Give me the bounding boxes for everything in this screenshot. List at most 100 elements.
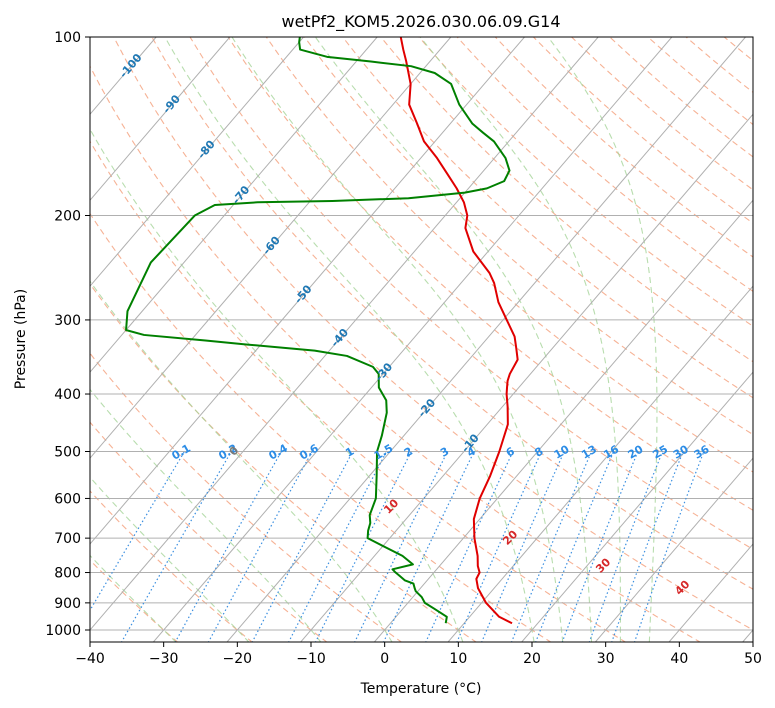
x-tick-label: 0 [380, 651, 389, 667]
isotherm-line [521, 371, 753, 642]
dry-adiabat-line [762, 37, 775, 643]
plot-frame [89, 36, 754, 643]
mixing-ratio-line [314, 451, 412, 642]
dry-adiabat-line [418, 37, 753, 327]
isotherm-line [90, 37, 525, 545]
x-tick-label: 30 [597, 651, 615, 667]
mixing-ratio-line [535, 451, 615, 642]
mixing-ratio-label: 36 [692, 443, 712, 462]
mixing-ratio-line [207, 451, 313, 642]
mixing-ratio-line [561, 451, 639, 642]
isotherm-line [374, 199, 753, 642]
isotherm-line [90, 37, 304, 287]
isotherm-line [595, 457, 753, 642]
mixing-ratio-line [588, 451, 664, 642]
chart-title: wetPf2_KOM5.2026.030.06.09.G14 [281, 12, 560, 32]
x-tick-label: −40 [75, 651, 105, 667]
profiles [125, 37, 519, 625]
line-labels: -100-90-80-70-60-50-40-30-20-100.1 0.2 0.4… [117, 51, 712, 598]
mixing-ratio-label: 1 [343, 445, 356, 460]
y-tick-label: 700 [54, 531, 81, 547]
dry-adiabat-line [90, 283, 477, 642]
dry-adiabat-line [189, 37, 753, 550]
moist-adiabat-line [164, 37, 535, 642]
x-tick-label: 10 [449, 651, 467, 667]
mixing-ratio-line [120, 451, 232, 642]
dry-adiabat-line [533, 37, 753, 224]
x-tick-label: 20 [523, 651, 541, 667]
mixing-ratio-label: 16 [601, 443, 621, 462]
moist-adiabat-label: 10 [381, 496, 401, 516]
dry-adiabat-line [723, 37, 753, 62]
isotherm-line [300, 113, 753, 642]
y-tick-label: 300 [54, 313, 81, 329]
mixing-ratio-label: 10 [552, 443, 572, 462]
mixing-ratio-line [425, 451, 514, 642]
mixing-ratio-line [456, 451, 543, 642]
dry-adiabat-line [685, 37, 753, 93]
moist-adiabat-line [231, 37, 564, 642]
mixing-ratio-label: 1.5 [372, 442, 395, 463]
mixing-ratio-line [288, 451, 388, 642]
x-axis-label: Temperature (°C) [360, 681, 482, 697]
isotherm-line [153, 37, 673, 642]
dry-adiabat-line [151, 37, 753, 590]
isotherm-line [226, 37, 746, 642]
mixing-ratio-label: 4 [465, 444, 478, 459]
mixing-ratio-line [481, 451, 565, 642]
x-tick-label: 40 [670, 651, 688, 667]
y-tick-label: 1000 [45, 623, 81, 639]
mixing-ratio-label: 2 [402, 445, 415, 460]
y-tick-label: 500 [54, 444, 81, 460]
mixing-ratio-label: 13 [579, 443, 599, 462]
mixing-ratio-line [383, 451, 475, 642]
mixing-ratio-line [251, 451, 354, 642]
moist-adiabat-label: 20 [500, 528, 520, 548]
dry-adiabat-line [304, 37, 753, 436]
dewpoint-profile-line [125, 37, 511, 624]
y-tick-label: 100 [54, 30, 81, 46]
y-tick-label: 200 [54, 209, 81, 225]
isotherm-line [447, 285, 753, 642]
isotherm-line [0, 37, 9, 642]
y-axis-label: Pressure (hPa) [13, 289, 29, 389]
mixing-ratio-label: 0.1 [169, 442, 192, 463]
y-tick-label: 800 [54, 566, 81, 582]
dry-adiabat-line [90, 559, 179, 642]
mixing-ratio-label: 8 [532, 445, 545, 460]
dry-adiabat-line [227, 37, 753, 511]
moist-adiabat-line [90, 476, 250, 642]
dry-adiabat-line [90, 65, 702, 642]
moist-adiabat-line [90, 388, 322, 642]
x-tick-label: 50 [744, 651, 762, 667]
dry-adiabat-line [380, 37, 753, 363]
x-tick-label: −20 [223, 651, 253, 667]
axes-ticks: −40 −30 −20 −10 0 10 20 30 40 50 1000 900 800 700 600 5… [45, 30, 762, 667]
moist-adiabat-line [90, 128, 464, 642]
isotherm-line [90, 37, 599, 631]
y-tick-label: 900 [54, 596, 81, 612]
dry-adiabat-line [609, 37, 753, 158]
dry-adiabat-line [342, 37, 753, 399]
mixing-ratio-line [611, 451, 684, 642]
dry-adiabat-line [90, 490, 253, 642]
mixing-ratio-label: 25 [650, 443, 670, 462]
mixing-ratio-label: 30 [671, 443, 691, 462]
dry-adiabat-line [90, 140, 627, 642]
moist-adiabat-label: 40 [672, 578, 692, 598]
x-tick-label: −10 [296, 651, 326, 667]
mixing-ratio-label: 20 [626, 443, 646, 462]
mixing-ratio-line [90, 451, 186, 612]
dry-adiabat-line [494, 37, 753, 258]
moist-adiabat-line [419, 37, 621, 642]
background-lines [0, 37, 775, 643]
y-tick-label: 400 [54, 387, 81, 403]
mixing-ratio-line [510, 451, 593, 642]
isotherm-line [90, 37, 231, 201]
temperature-profile-line [399, 37, 519, 625]
isotherm-line [90, 37, 378, 373]
mixing-ratio-line [174, 451, 282, 642]
isotherm-line [742, 629, 753, 642]
